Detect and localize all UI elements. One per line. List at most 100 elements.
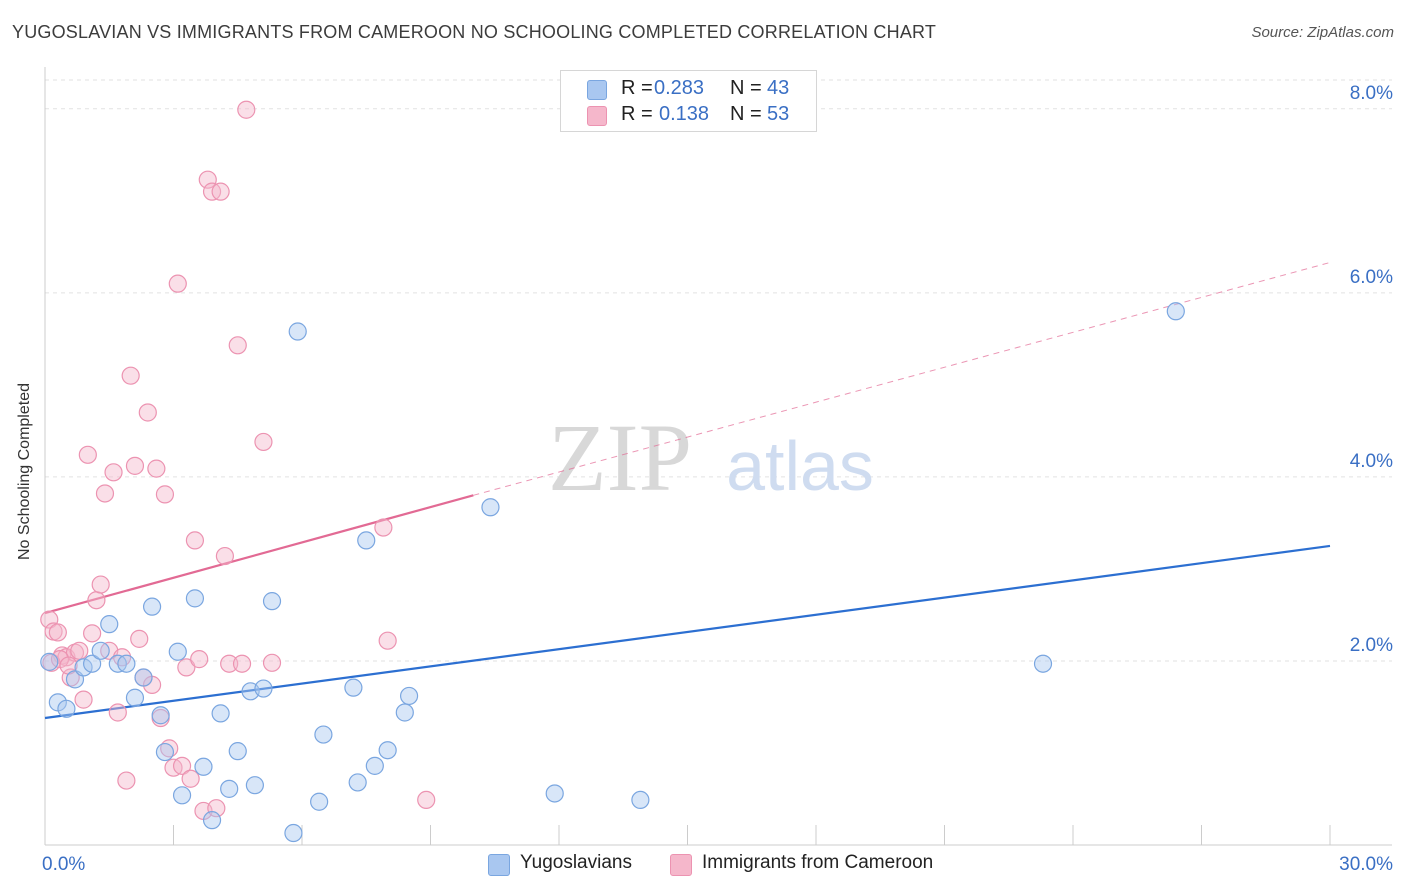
trend-line-cameroon-extension [473,262,1331,496]
point-cameroon [121,366,140,385]
legend-r-value-pink: 0.138 [659,103,710,125]
point-cameroon [155,485,175,504]
bottom-legend-label-pink: Immigrants from Cameroon [702,852,934,873]
point-cameroon [83,624,102,643]
point-cameroon [211,182,230,201]
watermark-atlas: atlas [726,427,874,505]
point-yugoslavian [125,688,145,707]
point-cameroon [232,654,252,673]
watermark-zip: ZIP [548,404,692,511]
point-yugoslavian [40,652,59,671]
point-yugoslavian [284,823,303,843]
point-yugoslavian [310,792,329,811]
legend-r-label: R = [621,77,653,99]
legend-r-label: R = [621,103,653,125]
point-cameroon [374,518,393,537]
point-yugoslavian [83,654,102,673]
point-yugoslavian [399,686,419,706]
point-cameroon [237,100,256,119]
point-yugoslavian [134,668,153,687]
point-cameroon [87,591,106,610]
point-yugoslavian [395,703,414,722]
point-yugoslavian [91,641,110,660]
correlation-legend: R = 0.283 N = 43 R = 0.138 N = 53 [560,70,817,132]
point-cameroon [108,703,127,722]
point-cameroon [417,790,436,810]
point-cameroon [220,654,239,673]
point-yugoslavian [151,706,170,725]
axes [44,67,1392,846]
point-cameroon [125,456,145,475]
point-yugoslavian [545,784,564,803]
point-yugoslavian [631,790,650,810]
point-cameroon [48,623,67,642]
point-yugoslavian [365,756,384,775]
point-yugoslavian [378,741,397,760]
point-cameroon [138,403,157,422]
point-yugoslavian [168,642,187,661]
point-yugoslavian [481,498,500,517]
legend-r-value-blue: 0.283 [654,77,705,99]
point-yugoslavian [344,678,363,697]
point-cameroon [70,641,89,660]
trend-line-cameroon [44,494,474,615]
point-cameroon [254,432,273,452]
y-axis-label: No Schooling Completed [16,383,33,560]
point-yugoslavian [211,704,230,723]
legend-n-label: N = [730,77,762,99]
point-cameroon [181,769,200,788]
bottom-legend-swatch-blue [488,854,510,876]
point-yugoslavian [262,592,282,611]
point-cameroon [177,658,196,677]
point-yugoslavian [57,699,76,718]
point-yugoslavian [142,597,162,616]
point-cameroon [378,631,397,650]
point-yugoslavian [254,679,273,698]
point-cameroon [198,170,217,189]
point-cameroon [104,463,123,482]
point-yugoslavian [185,589,205,608]
watermark: ZIP atlas [548,404,874,511]
source-label: Source: ZipAtlas.com [1251,24,1394,41]
y-tick-label: 4.0% [1350,451,1393,472]
point-yugoslavian [220,779,239,798]
point-yugoslavian [1166,302,1185,321]
point-yugoslavian [348,773,367,792]
legend-n-value-pink: 53 [767,103,790,125]
point-yugoslavian [288,322,307,341]
bottom-legend-swatch-pink [670,854,692,876]
legend-swatch-pink [587,106,607,126]
point-yugoslavian [172,786,192,805]
point-yugoslavian [155,742,175,762]
point-yugoslavian [245,776,264,795]
point-cameroon [190,650,209,669]
trend-line-yugoslavians [44,544,1331,720]
point-cameroon [147,459,166,478]
chart-title: YUGOSLAVIAN VS IMMIGRANTS FROM CAMEROON … [12,22,937,42]
y-tick-label: 8.0% [1350,83,1393,104]
bottom-legend-label-blue: Yugoslavians [520,852,632,873]
y-tick-label: 2.0% [1350,635,1393,656]
point-cameroon [117,771,136,790]
tick-labels: 2.0% 4.0% 6.0% 8.0% 0.0% 30.0% [42,83,1393,875]
point-cameroon [91,575,110,594]
point-cameroon [172,756,192,775]
point-cameroon [185,531,205,550]
point-cameroon [74,690,93,709]
gridlines [45,79,1392,662]
point-yugoslavian [117,654,136,673]
y-tick-label: 6.0% [1350,267,1393,288]
point-cameroon [40,610,59,629]
point-yugoslavian [100,615,119,634]
point-cameroon [207,799,226,818]
point-yugoslavian [228,742,247,761]
point-yugoslavian [357,531,376,550]
point-yugoslavian [1033,654,1053,673]
point-cameroon [228,336,247,355]
x-tick-label-max: 30.0% [1339,854,1393,875]
legend-n-label: N = [730,103,762,125]
point-yugoslavian [194,757,213,776]
data-points [40,100,1185,843]
legend-swatch-blue [587,80,607,100]
